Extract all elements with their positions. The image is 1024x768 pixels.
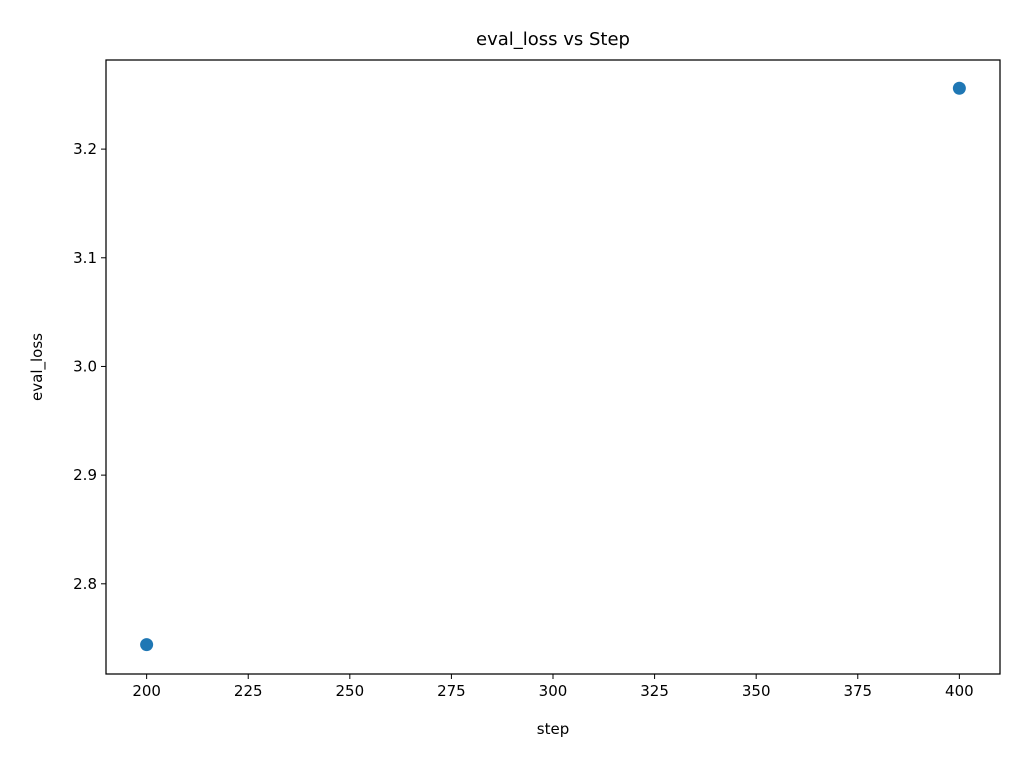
chart-title: eval_loss vs Step (476, 29, 630, 50)
y-tick-label: 3.1 (73, 249, 97, 267)
x-tick-label: 200 (132, 682, 161, 700)
x-axis-ticks: 200 225 250 275 300 325 350 375 400 (132, 674, 974, 700)
data-point (140, 638, 154, 652)
y-tick-label: 3.0 (73, 357, 97, 375)
x-tick-label: 350 (742, 682, 771, 700)
y-axis-ticks: 2.8 2.9 3.0 3.1 3.2 (73, 140, 106, 593)
plot-frame (105, 59, 1001, 675)
data-points (140, 81, 966, 652)
plot-area (106, 60, 1000, 674)
x-tick-label: 325 (640, 682, 669, 700)
y-tick-label: 2.9 (73, 466, 97, 484)
y-tick-label: 3.2 (73, 140, 97, 158)
x-tick-label: 250 (335, 682, 364, 700)
data-point (952, 81, 966, 95)
y-tick-label: 2.8 (73, 575, 97, 593)
y-axis-label: eval_loss (28, 333, 47, 401)
x-tick-label: 400 (945, 682, 974, 700)
x-tick-label: 375 (843, 682, 872, 700)
x-tick-label: 300 (539, 682, 568, 700)
x-tick-label: 275 (437, 682, 466, 700)
x-axis-label: step (537, 720, 569, 738)
x-tick-label: 225 (234, 682, 263, 700)
